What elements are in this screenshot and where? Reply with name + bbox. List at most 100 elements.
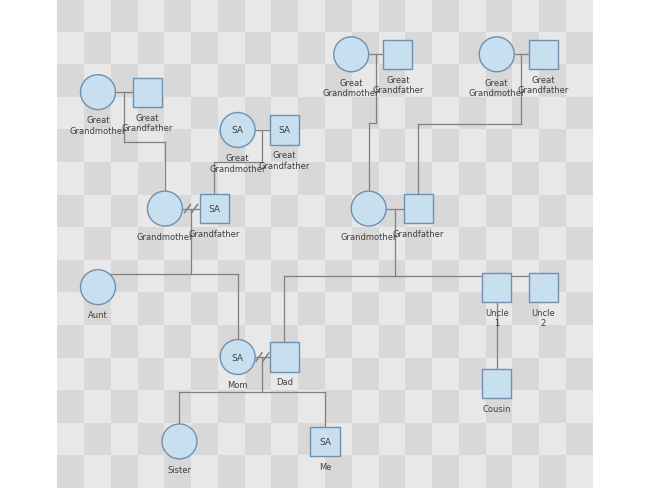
Bar <box>218 390 244 423</box>
Bar <box>84 98 111 130</box>
Bar <box>84 423 111 455</box>
Bar <box>486 390 512 423</box>
Bar <box>406 390 432 423</box>
Text: Sister: Sister <box>168 465 192 474</box>
Bar <box>57 228 84 260</box>
Bar <box>272 0 298 33</box>
Bar <box>566 390 593 423</box>
Text: Grandmother: Grandmother <box>341 232 397 242</box>
Text: SA: SA <box>209 204 220 214</box>
Bar <box>593 260 619 293</box>
Bar <box>272 390 298 423</box>
Bar <box>406 358 432 390</box>
Bar <box>486 98 512 130</box>
Bar <box>352 423 378 455</box>
Bar <box>512 390 540 423</box>
Bar <box>218 33 244 65</box>
Bar <box>298 130 325 163</box>
Bar <box>164 0 191 33</box>
Bar <box>191 423 218 455</box>
Bar <box>298 163 325 195</box>
Bar <box>111 195 138 228</box>
Bar <box>191 260 218 293</box>
Bar <box>593 65 619 98</box>
Bar <box>406 325 432 358</box>
Bar <box>619 195 646 228</box>
Circle shape <box>479 38 514 73</box>
Bar <box>459 325 486 358</box>
Text: Great
Grandmother: Great Grandmother <box>469 79 525 98</box>
Bar <box>378 65 406 98</box>
Bar <box>244 33 272 65</box>
Bar <box>298 455 325 488</box>
Bar <box>57 293 84 325</box>
Bar <box>619 98 646 130</box>
Bar <box>298 260 325 293</box>
Bar <box>272 33 298 65</box>
Bar <box>486 260 512 293</box>
Bar <box>593 325 619 358</box>
FancyBboxPatch shape <box>404 195 433 224</box>
Bar <box>164 228 191 260</box>
Bar <box>244 130 272 163</box>
Bar <box>218 455 244 488</box>
Bar <box>111 130 138 163</box>
Bar <box>84 33 111 65</box>
Circle shape <box>81 270 116 305</box>
Bar <box>432 130 459 163</box>
Bar <box>164 33 191 65</box>
Circle shape <box>162 424 197 459</box>
Bar <box>272 325 298 358</box>
Bar <box>138 293 164 325</box>
Bar <box>218 260 244 293</box>
Bar <box>298 33 325 65</box>
Bar <box>298 65 325 98</box>
Bar <box>512 98 540 130</box>
Bar <box>486 0 512 33</box>
Bar <box>111 358 138 390</box>
Bar <box>540 390 566 423</box>
Bar <box>459 455 486 488</box>
Circle shape <box>351 192 386 226</box>
Bar <box>432 390 459 423</box>
Bar <box>191 33 218 65</box>
Bar <box>593 228 619 260</box>
Bar <box>325 163 352 195</box>
Bar <box>512 260 540 293</box>
Bar <box>512 163 540 195</box>
Bar <box>540 293 566 325</box>
Bar <box>111 293 138 325</box>
Bar <box>566 358 593 390</box>
Bar <box>378 130 406 163</box>
Bar <box>566 293 593 325</box>
Bar <box>218 228 244 260</box>
Text: SA: SA <box>231 126 244 135</box>
Bar <box>566 98 593 130</box>
Bar <box>325 130 352 163</box>
Bar <box>84 358 111 390</box>
Bar <box>432 0 459 33</box>
Bar <box>352 455 378 488</box>
Bar <box>619 325 646 358</box>
Bar <box>406 98 432 130</box>
Bar <box>406 65 432 98</box>
Bar <box>138 65 164 98</box>
Bar <box>512 0 540 33</box>
Bar <box>111 325 138 358</box>
Bar <box>566 0 593 33</box>
Bar <box>111 33 138 65</box>
Bar <box>352 293 378 325</box>
Bar <box>593 358 619 390</box>
Bar <box>272 195 298 228</box>
Bar <box>378 33 406 65</box>
Bar <box>512 325 540 358</box>
Bar <box>352 33 378 65</box>
Bar <box>218 0 244 33</box>
Bar <box>619 65 646 98</box>
Bar <box>459 423 486 455</box>
Bar <box>540 195 566 228</box>
Bar <box>84 0 111 33</box>
Bar <box>406 130 432 163</box>
Text: Grandfather: Grandfather <box>393 229 444 239</box>
Bar <box>111 65 138 98</box>
